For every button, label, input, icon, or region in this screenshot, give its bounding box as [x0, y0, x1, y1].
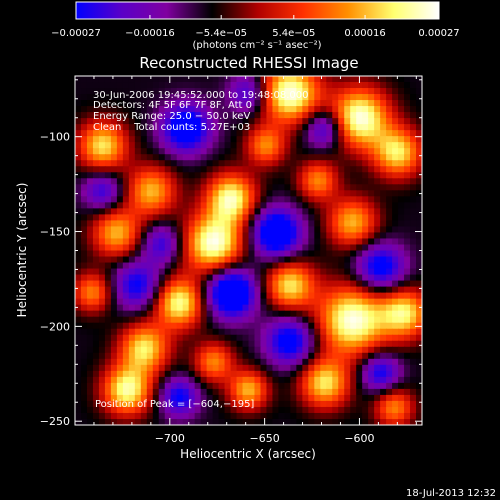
- colorbar-ticks: −0.00027 −0.00016 −5.4e−05 5.4e−05 0.00016 0.…: [51, 15, 460, 39]
- y-axis-label: Heliocentric Y (arcsec): [15, 183, 29, 318]
- colorbar-tick-label: −0.00016: [125, 28, 175, 39]
- axis-ticks: −700 −650 −600 −100 −150 −200 −250: [40, 76, 422, 445]
- y-tick-label: −150: [40, 226, 70, 239]
- heatmap-image: [75, 76, 422, 425]
- y-tick-label: −200: [40, 320, 70, 333]
- annotation-energy-range: Energy Range: 25.0 − 50.0 keV: [93, 111, 250, 122]
- colorbar-tick-label: −5.4e−05: [195, 28, 247, 39]
- x-tick-label: −650: [250, 432, 280, 445]
- annotation-counts: Clean Total counts: 5.27E+03: [93, 122, 250, 133]
- plot-timestamp: 18-Jul-2013 12:32: [406, 488, 496, 499]
- colorbar: [75, 1, 440, 20]
- chart-title: Reconstructed RHESSI Image: [139, 54, 358, 72]
- x-axis-label: Heliocentric X (arcsec): [180, 447, 316, 461]
- x-tick-label: −700: [155, 432, 185, 445]
- annotation-peak-position: Position of Peak = [−604,−195]: [95, 399, 254, 410]
- annotation-detectors: Detectors: 4F 5F 6F 7F 8F, Att 0: [93, 100, 252, 111]
- colorbar-tick-label: 0.00016: [344, 28, 385, 39]
- y-tick-label: −100: [40, 131, 70, 144]
- colorbar-tick-label: 0.00027: [418, 28, 459, 39]
- annotation-block: 30-Jun-2006 19:45:52.000 to 19:48:08.000…: [93, 90, 309, 410]
- annotation-time-range: 30-Jun-2006 19:45:52.000 to 19:48:08.000: [93, 90, 309, 101]
- colorbar-unit-label: (photons cm⁻² s⁻¹ asec⁻²): [192, 40, 321, 51]
- x-tick-label: −600: [344, 432, 374, 445]
- colorbar-tick-label: 5.4e−05: [272, 28, 315, 39]
- y-tick-label: −250: [40, 415, 70, 428]
- colorbar-tick-label: −0.00027: [51, 28, 101, 39]
